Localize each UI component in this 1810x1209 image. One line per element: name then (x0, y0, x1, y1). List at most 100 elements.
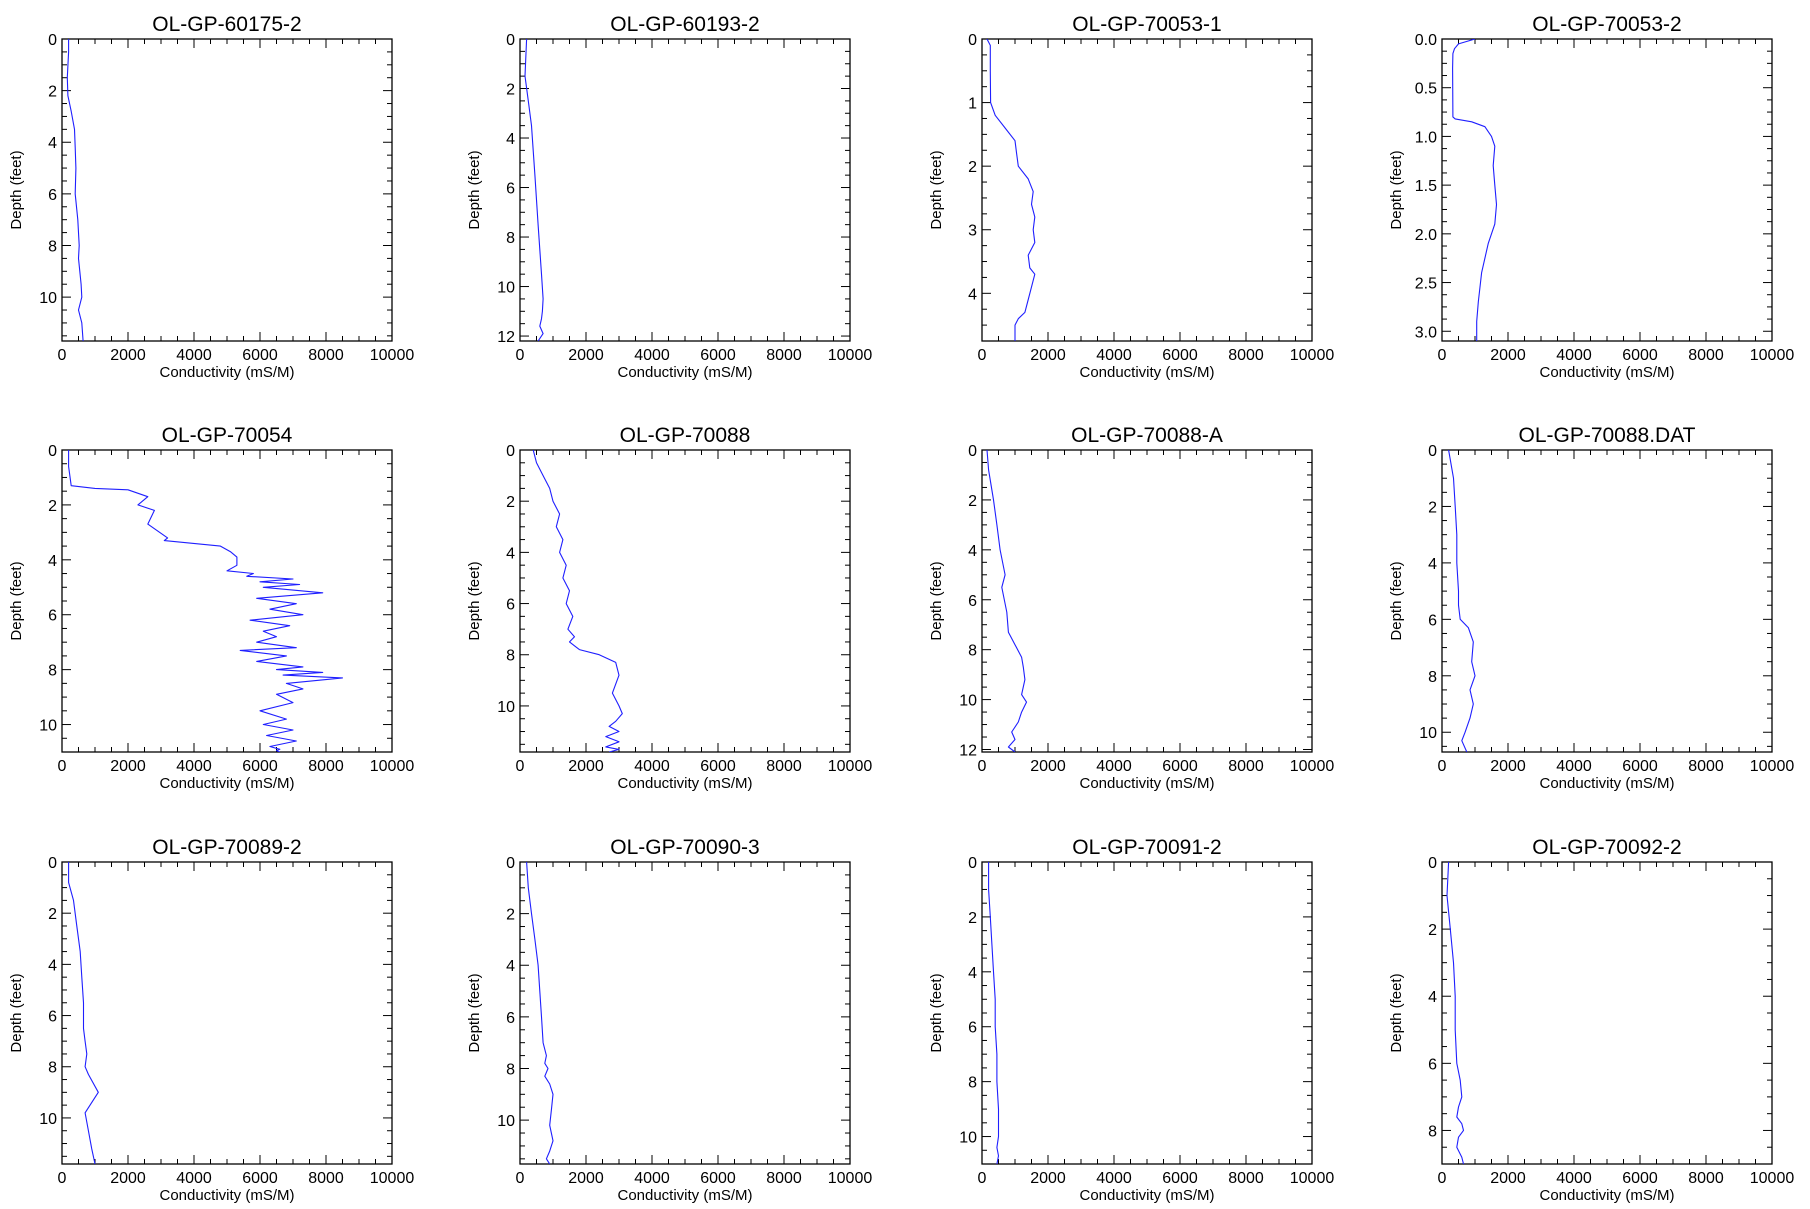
y-axis-label: Depth (feet) (928, 561, 945, 640)
conductivity-series-line (532, 450, 623, 752)
y-tick-label: 8 (48, 1060, 57, 1077)
x-tick-label: 4000 (176, 347, 212, 364)
chart-panel: OL-GP-70053-2 0 2000 4000 6000 8000 10000 0.0 0.… (1388, 13, 1794, 381)
chart-title: OL-GP-70090-3 (610, 836, 759, 859)
x-tick-label: 6000 (1622, 1170, 1658, 1187)
x-tick-label: 10000 (1750, 758, 1795, 775)
y-tick-label: 2 (506, 907, 515, 924)
x-tick-label: 10000 (370, 758, 415, 775)
y-tick-label: 4 (48, 135, 57, 152)
x-tick-label: 4000 (1556, 758, 1592, 775)
conductivity-series-line (1446, 862, 1465, 1164)
x-tick-label: 2000 (1030, 1170, 1066, 1187)
chart-title: OL-GP-60193-2 (610, 13, 759, 36)
x-tick-label: 6000 (700, 347, 736, 364)
chart-panel: OL-GP-70054 0 2000 4000 6000 8000 10000 0 2 4 6 8 10… (8, 424, 414, 792)
x-tick-label: 8000 (308, 758, 344, 775)
x-tick-label: 6000 (242, 347, 278, 364)
y-tick-label: 8 (506, 1061, 515, 1078)
y-tick-label: 4 (48, 553, 57, 570)
chart-title: OL-GP-70088.DAT (1518, 424, 1695, 447)
y-axis-label: Depth (feet) (928, 973, 945, 1052)
y-tick-label: 10 (497, 699, 515, 716)
y-tick-label: 4 (506, 958, 515, 975)
x-tick-label: 0 (516, 1170, 525, 1187)
conductivity-series-line (524, 39, 544, 341)
y-tick-label: 8 (48, 663, 57, 680)
x-tick-label: 2000 (568, 758, 604, 775)
conductivity-series-line (1452, 39, 1498, 341)
y-tick-label: 0.0 (1415, 32, 1437, 49)
x-tick-label: 6000 (1162, 1170, 1198, 1187)
y-axis-label: Depth (feet) (466, 150, 483, 229)
chart-panel: OL-GP-70088 0 2000 4000 6000 8000 10000 0 2 4 6 8 10… (466, 424, 872, 792)
conductivity-series-line (988, 862, 1000, 1164)
plot-frame (981, 861, 1313, 1165)
y-tick-label: 8 (48, 238, 57, 255)
x-axis-label: Conductivity (mS/M) (159, 1187, 294, 1204)
plot-frame (981, 449, 1313, 753)
plot-frame (519, 38, 851, 342)
y-tick-label: 6 (48, 608, 57, 625)
y-tick-label: 0 (506, 32, 515, 49)
y-tick-label: 3 (968, 223, 977, 240)
x-tick-label: 2000 (110, 758, 146, 775)
y-tick-label: 4 (1428, 989, 1437, 1006)
y-tick-label: 6 (1428, 1056, 1437, 1073)
y-tick-label: 6 (48, 1009, 57, 1026)
x-tick-label: 4000 (1096, 1170, 1132, 1187)
conductivity-series-line (526, 862, 554, 1164)
y-tick-label: 8 (1428, 1123, 1437, 1140)
y-tick-label: 8 (968, 1075, 977, 1092)
x-axis-label: Conductivity (mS/M) (1079, 1187, 1214, 1204)
y-tick-label: 6 (968, 593, 977, 610)
x-tick-label: 8000 (1228, 347, 1264, 364)
y-tick-label: 2.0 (1415, 227, 1437, 244)
y-tick-label: 12 (497, 329, 515, 346)
x-tick-label: 8000 (1688, 1170, 1724, 1187)
x-tick-label: 2000 (1490, 1170, 1526, 1187)
x-tick-label: 0 (58, 1170, 67, 1187)
y-axis-label: Depth (feet) (1388, 150, 1405, 229)
y-axis-label: Depth (feet) (466, 973, 483, 1052)
y-tick-label: 4 (506, 131, 515, 148)
x-tick-label: 8000 (1228, 1170, 1264, 1187)
x-tick-label: 2000 (110, 347, 146, 364)
y-tick-label: 6 (1428, 612, 1437, 629)
x-tick-label: 10000 (370, 347, 415, 364)
y-axis-label: Depth (feet) (466, 561, 483, 640)
y-tick-label: 2 (1428, 922, 1437, 939)
y-tick-label: 4 (506, 545, 515, 562)
chart-title: OL-GP-70088-A (1071, 424, 1223, 447)
x-tick-label: 10000 (1290, 347, 1335, 364)
x-tick-label: 10000 (370, 1170, 415, 1187)
x-tick-label: 0 (1438, 758, 1447, 775)
chart-panel: OL-GP-60193-2 0 2000 4000 6000 8000 10000 0 2 4 6 8… (466, 13, 872, 381)
x-tick-label: 2000 (568, 1170, 604, 1187)
plot-frame (61, 38, 393, 342)
y-tick-label: 10 (39, 1111, 57, 1128)
x-tick-label: 10000 (828, 758, 873, 775)
x-tick-label: 0 (1438, 1170, 1447, 1187)
y-tick-label: 8 (1428, 669, 1437, 686)
x-tick-label: 0 (1438, 347, 1447, 364)
x-tick-label: 4000 (634, 347, 670, 364)
y-tick-label: 6 (506, 181, 515, 198)
x-tick-label: 0 (58, 347, 67, 364)
y-tick-label: 4 (48, 957, 57, 974)
x-tick-label: 6000 (1622, 347, 1658, 364)
chart-title: OL-GP-70053-1 (1072, 13, 1221, 36)
y-tick-label: 2 (968, 493, 977, 510)
y-tick-label: 6 (506, 1010, 515, 1027)
x-tick-label: 0 (978, 347, 987, 364)
y-tick-label: 2 (1428, 499, 1437, 516)
conductivity-series-line (986, 39, 1036, 341)
x-tick-label: 8000 (1228, 758, 1264, 775)
y-tick-label: 10 (39, 718, 57, 735)
x-tick-label: 0 (978, 1170, 987, 1187)
y-tick-label: 2 (48, 498, 57, 515)
y-tick-label: 0 (506, 443, 515, 460)
x-axis-label: Conductivity (mS/M) (617, 1187, 752, 1204)
x-axis-label: Conductivity (mS/M) (1539, 775, 1674, 792)
